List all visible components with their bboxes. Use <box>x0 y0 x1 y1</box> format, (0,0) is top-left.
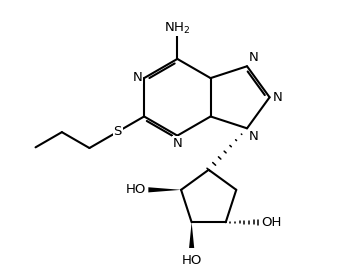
Text: N: N <box>272 91 282 104</box>
Text: N: N <box>249 51 259 64</box>
Text: HO: HO <box>181 254 202 266</box>
Polygon shape <box>189 222 194 248</box>
Polygon shape <box>148 187 181 193</box>
Text: S: S <box>114 125 122 138</box>
Text: N: N <box>133 71 142 84</box>
Text: OH: OH <box>261 216 282 229</box>
Text: NH$_2$: NH$_2$ <box>164 21 190 36</box>
Text: HO: HO <box>126 183 146 196</box>
Text: N: N <box>249 130 259 143</box>
Text: N: N <box>173 137 182 150</box>
